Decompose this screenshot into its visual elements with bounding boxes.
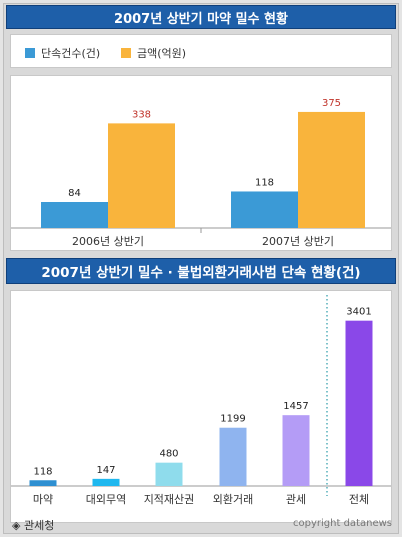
legend-item-count: 단속건수(건): [25, 45, 100, 61]
bar-1: [92, 478, 120, 486]
legend: 단속건수(건) 금액(억원): [10, 34, 392, 68]
top-chart-title: 2007년 상반기 마약 밀수 현황: [6, 5, 396, 29]
data-label: 480: [159, 449, 178, 460]
data-label: 375: [322, 98, 341, 109]
x-tick-label: 지적재산권: [144, 493, 195, 506]
data-label: 84: [68, 188, 81, 199]
bar-amount-0: [108, 123, 175, 228]
data-label: 338: [132, 109, 151, 120]
data-label: 1199: [220, 414, 245, 425]
bar-amount-1: [298, 111, 365, 228]
x-tick-label: 관세: [286, 493, 306, 506]
bar-2: [155, 462, 183, 486]
crackdown-chart-panel: 118 마약 147 대외무역 480 지적재산권 1199 외환거래 1457 관세 3401 전체: [10, 290, 392, 523]
bar-5: [345, 320, 373, 486]
bottom-chart-title: 2007년 상반기 밀수 · 불법외환거래사범 단속 현황(건): [6, 258, 396, 284]
bar-count-0: [41, 202, 108, 228]
bar-4: [282, 415, 310, 486]
x-tick-label: 대외무역: [86, 493, 126, 506]
data-label: 3401: [346, 307, 371, 318]
x-tick-label: 전체: [349, 493, 369, 506]
data-label: 147: [96, 465, 115, 476]
bar-3: [219, 427, 247, 486]
crackdown-chart: 118 마약 147 대외무역 480 지적재산권 1199 외환거래 1457 관세 3401 전체: [11, 295, 391, 506]
x-tick-label: 외환거래: [213, 493, 253, 506]
bar-0: [29, 480, 57, 486]
legend-label-count: 단속건수(건): [41, 47, 101, 60]
x-tick-label: 마약: [33, 492, 53, 506]
copyright-label: copyright datanews: [293, 518, 392, 529]
legend-label-amount: 금액(억원): [137, 47, 187, 60]
data-label: 118: [255, 177, 274, 188]
x-tick-label: 2006년 상반기: [72, 235, 144, 248]
data-label: 1457: [283, 401, 308, 412]
legend-item-amount: 금액(억원): [121, 45, 186, 61]
legend-swatch-amount: [121, 48, 131, 58]
drug-smuggling-chart: 84 338 2006년 상반기 118 375 2007년 상반기: [11, 98, 391, 248]
data-label: 118: [33, 466, 52, 477]
source-label: ◈ 관세청: [12, 519, 55, 532]
drug-smuggling-chart-panel: 84 338 2006년 상반기 118 375 2007년 상반기: [10, 75, 392, 251]
legend-swatch-count: [25, 48, 35, 58]
x-tick-label: 2007년 상반기: [262, 235, 334, 248]
bar-count-1: [231, 191, 298, 228]
